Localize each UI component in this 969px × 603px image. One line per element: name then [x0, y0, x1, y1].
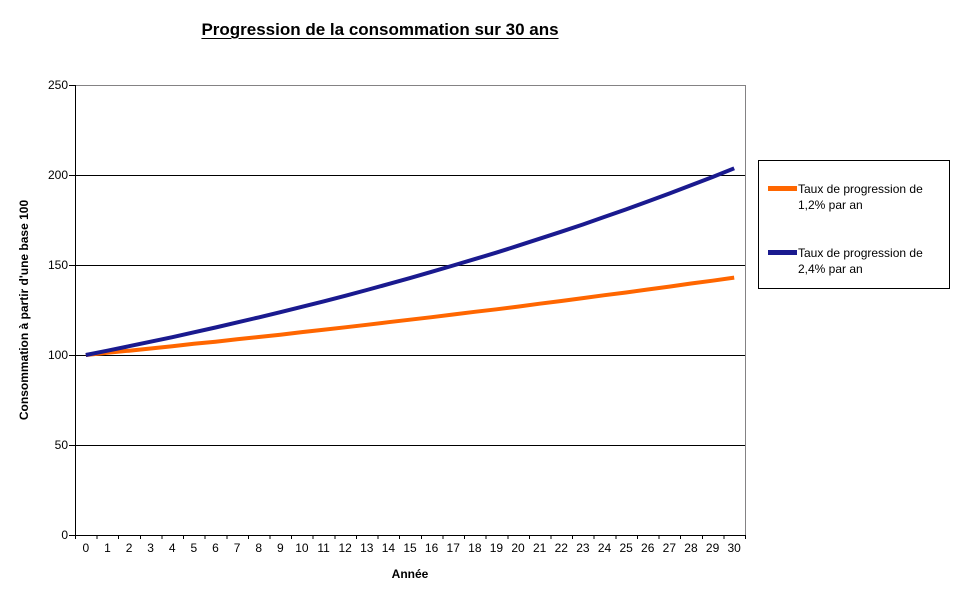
x-tick-label: 0 [82, 541, 90, 555]
x-tick-label: 12 [338, 541, 352, 555]
x-tick-label: 29 [705, 541, 720, 555]
y-tick-label: 250 [47, 78, 68, 92]
x-tick-label: 19 [489, 541, 504, 555]
x-axis-tick-labels: 0 1 2 3 4 5 6 7 8 9 10 11 12 13 14 15 16 17 18 19 20 21 22 23 24… [0, 541, 969, 557]
x-tick-label: 4 [168, 541, 176, 555]
x-tick-label: 9 [276, 541, 284, 555]
x-tick-label: 14 [381, 541, 396, 555]
legend-entry-series-2: Taux de progression de 2,4% par an [768, 245, 945, 277]
x-tick-label: 11 [317, 541, 330, 555]
x-tick-label: 30 [727, 541, 741, 555]
y-axis-title: Consommation à partir d'une base 100 [17, 199, 31, 421]
y-tick-label: 100 [47, 348, 68, 362]
x-tick-label: 25 [619, 541, 633, 555]
x-tick-label: 7 [233, 541, 241, 555]
chart-title: Progression de la consommation sur 30 an… [0, 20, 760, 40]
x-tick-label: 5 [190, 541, 198, 555]
x-tick-label: 13 [360, 541, 374, 555]
x-tick-label: 23 [576, 541, 590, 555]
legend-label: Taux de progression de 2,4% par an [798, 246, 923, 277]
x-tick-label: 22 [554, 541, 568, 555]
x-tick-label: 20 [511, 541, 525, 555]
x-tick-label: 10 [295, 541, 309, 555]
chart-title-text: Progression de la consommation sur 30 an… [201, 20, 559, 39]
legend: Taux de progression de 1,2% par an Taux … [758, 160, 950, 289]
y-tick-label: 200 [47, 168, 68, 182]
x-tick-label: 8 [255, 541, 263, 555]
x-tick-label: 16 [424, 541, 439, 555]
series-line-2 [85, 166, 735, 357]
legend-swatch-orange [768, 186, 797, 191]
legend-label: Taux de progression de 1,2% par an [798, 182, 923, 213]
series-line-1 [85, 275, 735, 357]
y-tick-label: 0 [61, 528, 68, 542]
x-tick-label: 15 [403, 541, 417, 555]
legend-swatch-navy [768, 250, 797, 255]
x-tick-label: 28 [684, 541, 698, 555]
x-tick-label: 21 [532, 541, 547, 555]
x-tick-label: 1 [104, 541, 111, 555]
x-tick-label: 17 [446, 541, 460, 555]
x-tick-label: 6 [212, 541, 219, 555]
y-tick-label: 150 [47, 258, 68, 272]
x-tick-label: 18 [468, 541, 482, 555]
x-tick-label: 27 [662, 541, 677, 555]
y-axis-tick-labels: 0 50 100 150 200 250 [0, 0, 68, 603]
x-tick-label: 2 [125, 541, 133, 555]
legend-entry-series-1: Taux de progression de 1,2% par an [768, 181, 945, 213]
x-axis-title: Année [391, 567, 429, 581]
x-tick-label: 3 [147, 541, 154, 555]
x-tick-label: 26 [641, 541, 655, 555]
y-tick-label: 50 [54, 438, 68, 452]
x-tick-label: 24 [597, 541, 612, 555]
